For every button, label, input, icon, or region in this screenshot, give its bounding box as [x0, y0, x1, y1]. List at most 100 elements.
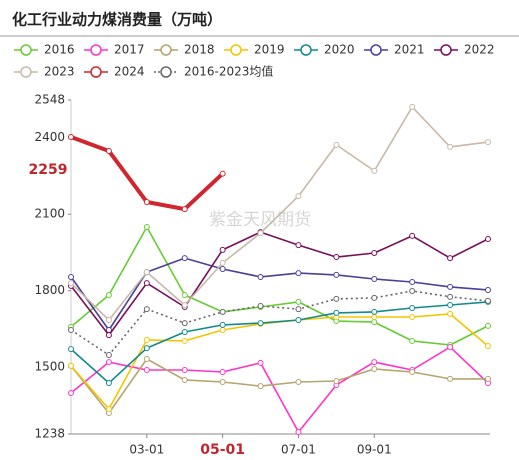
point	[447, 310, 454, 317]
point	[485, 139, 491, 146]
point	[105, 292, 112, 299]
x-tick-label: 07-01	[281, 443, 316, 457]
point	[181, 376, 188, 383]
legend-marker	[370, 44, 382, 56]
point	[181, 320, 188, 327]
point	[143, 306, 150, 313]
point	[371, 167, 378, 174]
point	[181, 329, 188, 336]
point	[105, 380, 112, 387]
point	[219, 308, 226, 315]
point	[333, 271, 340, 278]
point	[409, 287, 416, 294]
y-tick-label: 1500	[34, 360, 65, 374]
point	[143, 356, 150, 363]
point	[143, 336, 150, 343]
point	[295, 306, 302, 313]
legend-label: 2016	[44, 43, 75, 57]
point	[371, 365, 378, 372]
point	[257, 320, 264, 327]
series-line	[70, 358, 488, 414]
point	[219, 326, 226, 333]
point	[68, 326, 74, 333]
legend-label: 2021	[394, 43, 425, 57]
point	[68, 362, 74, 369]
chart-title: 化工行业动力煤消费量（万吨）	[12, 11, 222, 29]
point	[371, 308, 378, 315]
point	[371, 275, 378, 282]
point	[68, 133, 74, 140]
legend-marker	[160, 66, 172, 78]
point	[447, 301, 454, 308]
point	[105, 359, 112, 366]
point	[257, 303, 264, 310]
point	[143, 280, 150, 287]
point	[181, 292, 188, 299]
legend-marker	[90, 44, 102, 56]
point	[295, 317, 302, 324]
legend-label: 2024	[114, 65, 145, 79]
point	[181, 206, 188, 213]
point	[295, 378, 302, 385]
y-tick-label: 2548	[34, 93, 65, 107]
legend-label: 2020	[324, 43, 355, 57]
legend-marker	[230, 44, 242, 56]
point	[257, 383, 264, 390]
legend-marker	[90, 66, 102, 78]
x-tick-label: 05-01	[200, 442, 245, 458]
legend-label: 2022	[464, 43, 495, 57]
legend-marker	[440, 44, 452, 56]
legend-marker	[20, 66, 32, 78]
point	[219, 378, 226, 385]
point	[257, 273, 264, 280]
point	[181, 301, 188, 308]
x-tick-label: 03-01	[129, 443, 164, 457]
series-line	[70, 231, 489, 336]
y-tick-label: 1800	[34, 283, 65, 297]
point	[447, 293, 454, 300]
point	[68, 280, 74, 287]
point	[371, 319, 378, 326]
point	[447, 283, 454, 290]
point	[105, 332, 112, 339]
legend-label: 2019	[254, 43, 285, 57]
annotation: 2259	[29, 162, 68, 178]
point	[143, 223, 150, 230]
point	[333, 295, 340, 302]
point	[105, 406, 112, 413]
legend-label: 2018	[184, 43, 215, 57]
point	[485, 343, 491, 350]
point	[409, 369, 416, 376]
point	[295, 270, 302, 277]
point	[295, 298, 302, 305]
point	[295, 193, 302, 200]
point	[143, 345, 150, 352]
point	[105, 351, 112, 358]
point	[181, 367, 188, 374]
point	[219, 321, 226, 328]
point	[485, 235, 491, 242]
point	[143, 367, 150, 374]
point	[143, 198, 150, 205]
legend-marker	[160, 44, 172, 56]
series-line	[70, 135, 224, 212]
point	[371, 313, 378, 320]
series-line	[70, 290, 489, 356]
point	[181, 255, 188, 262]
watermark: 紫金天风期货	[209, 210, 311, 230]
point	[371, 294, 378, 301]
legend-marker	[300, 44, 312, 56]
point	[143, 269, 150, 276]
legend-label: 2016-2023均值	[184, 64, 273, 79]
legend-marker	[20, 44, 32, 56]
point	[409, 279, 416, 286]
point	[409, 305, 416, 312]
point	[257, 230, 264, 237]
point	[333, 377, 340, 384]
point	[295, 428, 302, 435]
point	[68, 346, 74, 353]
point	[219, 246, 226, 253]
point	[295, 242, 302, 249]
y-tick-label: 2400	[34, 130, 65, 144]
